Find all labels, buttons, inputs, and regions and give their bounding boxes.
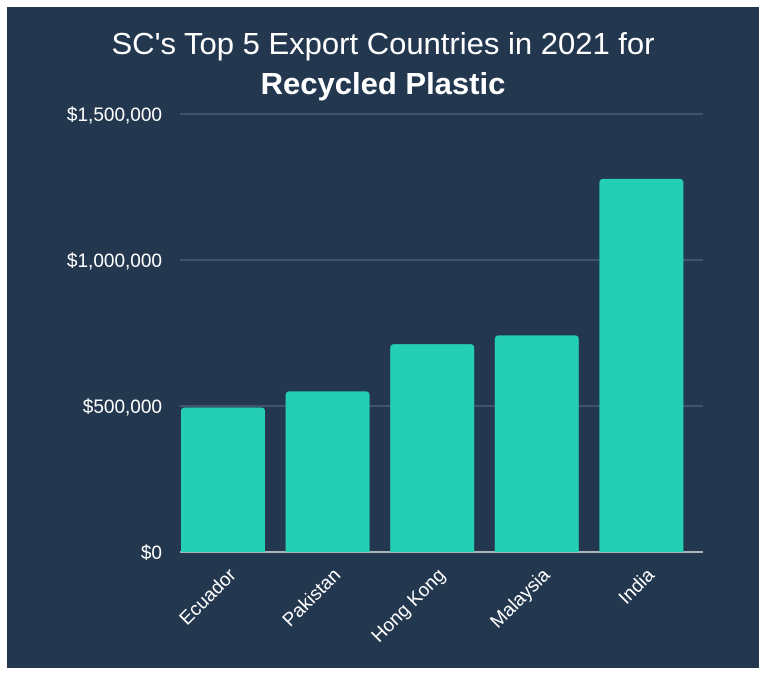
y-tick-label: $1,500,000 [67, 105, 162, 126]
y-tick-label: $500,000 [83, 397, 162, 418]
bar-india [599, 178, 684, 552]
y-tick-label: $0 [141, 543, 162, 564]
x-tick-label: Hong Kong [368, 565, 450, 647]
x-tick-label: Ecuador [176, 564, 241, 629]
x-tick-label: Pakistan [279, 565, 345, 631]
bar-ecuador [181, 407, 265, 552]
y-axis-tick-labels: $0 $500,000 $1,000,000 $1,500,000 [67, 105, 162, 564]
x-tick-label: Malaysia [486, 564, 554, 632]
chart-title-bold-line: Recycled Plastic [260, 66, 506, 101]
chart-title-line: SC's Top 5 Export Countries in 2021 for [111, 26, 655, 61]
bar-pakistan [285, 391, 370, 552]
x-tick-label: India [615, 564, 659, 608]
y-tick-label: $1,000,000 [67, 251, 162, 272]
chart-title: SC's Top 5 Export Countries in 2021 for … [0, 24, 766, 104]
bar-malaysia [494, 335, 579, 552]
bars [181, 178, 684, 552]
bar-hong-kong [390, 344, 475, 552]
x-axis-tick-labels: Ecuador Pakistan Hong Kong Malaysia India [176, 564, 660, 647]
